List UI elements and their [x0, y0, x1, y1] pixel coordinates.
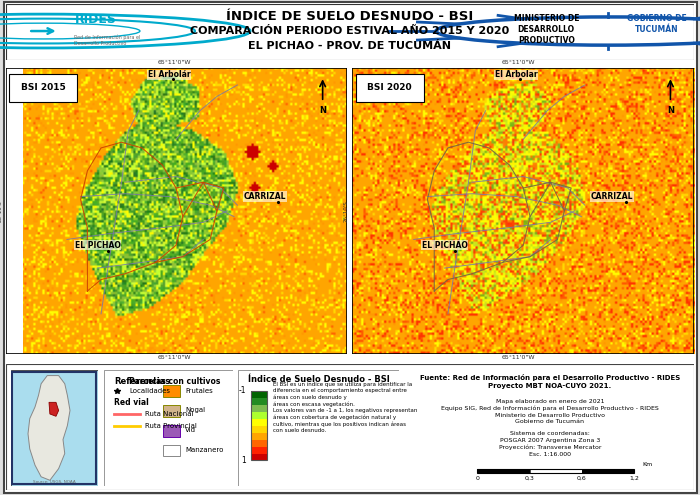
Text: 26°10'S: 26°10'S: [344, 200, 349, 222]
Text: Ruta Nacional: Ruta Nacional: [145, 411, 193, 417]
Bar: [251, 397, 267, 405]
Bar: [163, 425, 180, 437]
Text: ÍNDICE DE SUELO DESNUDO - BSI: ÍNDICE DE SUELO DESNUDO - BSI: [226, 10, 474, 23]
Text: Sistema de coordenadas:
POSGAR 2007 Argentina Zona 3
Proyección: Transverse Merc: Sistema de coordenadas: POSGAR 2007 Arge…: [498, 432, 601, 457]
Bar: [251, 419, 267, 426]
Bar: [477, 469, 529, 473]
Bar: [163, 405, 180, 417]
Text: 65°11'0"W: 65°11'0"W: [158, 355, 191, 360]
Text: 0,3: 0,3: [524, 476, 535, 481]
Text: El Arbolar: El Arbolar: [495, 70, 538, 80]
Bar: [582, 469, 634, 473]
Text: El Arbolár: El Arbolár: [148, 70, 190, 80]
Text: Ruta Provincial: Ruta Provincial: [145, 423, 197, 429]
Text: EL PICHAO - PROV. DE TUCUMÁN: EL PICHAO - PROV. DE TUCUMÁN: [248, 41, 452, 50]
Polygon shape: [28, 376, 70, 480]
Text: Red de Información para el
Desarrollo Productivo: Red de Información para el Desarrollo Pr…: [74, 35, 141, 47]
Text: 1,2: 1,2: [629, 476, 639, 481]
Text: Referencias: Referencias: [114, 377, 170, 386]
Text: CARRIZAL: CARRIZAL: [591, 192, 634, 201]
Text: 65°11'0"W: 65°11'0"W: [158, 60, 191, 65]
Text: 0: 0: [475, 476, 480, 481]
Text: -1: -1: [239, 386, 246, 395]
Text: Mapa elaborado en enero de 2021
Equipo SIG, Red de Información para el Desarroll: Mapa elaborado en enero de 2021 Equipo S…: [441, 399, 659, 424]
Text: N: N: [319, 106, 326, 115]
Bar: [251, 405, 267, 412]
Bar: [251, 426, 267, 433]
Bar: [251, 391, 267, 460]
Text: 26°10'S: 26°10'S: [0, 200, 2, 222]
Bar: [356, 74, 424, 102]
Text: BSI 2020: BSI 2020: [368, 83, 412, 93]
Text: 0,6: 0,6: [577, 476, 587, 481]
Bar: [251, 440, 267, 446]
Text: Red vial: Red vial: [114, 398, 148, 407]
Text: BSI 2015: BSI 2015: [21, 83, 66, 93]
Text: Km: Km: [643, 462, 653, 467]
Bar: [251, 453, 267, 460]
Bar: [251, 412, 267, 419]
Text: El BSI es un índice que se utiliza para identificar la
diferencia en el comporta: El BSI es un índice que se utiliza para …: [274, 381, 418, 433]
Text: EL PICHAO: EL PICHAO: [421, 241, 468, 249]
Text: Fuente: Red de Información para el Desarrollo Productivo - RIDES
Proyecto MBT NO: Fuente: Red de Información para el Desar…: [420, 374, 680, 389]
Text: 1: 1: [241, 456, 246, 465]
Bar: [6, 68, 22, 354]
Bar: [251, 391, 267, 397]
Text: Índice de Suelo Desnudo - BSI: Índice de Suelo Desnudo - BSI: [248, 375, 389, 384]
Text: Vid: Vid: [186, 427, 196, 433]
Text: Frutales: Frutales: [186, 388, 213, 394]
Bar: [251, 433, 267, 440]
Text: CARRIZAL: CARRIZAL: [244, 192, 286, 201]
Text: COMPARACIÓN PERIODO ESTIVAL AÑO 2015 Y 2020: COMPARACIÓN PERIODO ESTIVAL AÑO 2015 Y 2…: [190, 26, 510, 36]
Text: EL PICHAO: EL PICHAO: [75, 241, 120, 249]
Text: GOBIERNO DE
TUCUMÁN: GOBIERNO DE TUCUMÁN: [626, 14, 687, 34]
Text: RIDES: RIDES: [74, 13, 116, 26]
Text: 65°11'0"W: 65°11'0"W: [502, 355, 536, 360]
Text: MINISTERIO DE
DESARROLLO
PRODUCTIVO: MINISTERIO DE DESARROLLO PRODUCTIVO: [514, 14, 579, 45]
Text: N: N: [667, 106, 674, 115]
Text: Parcelas con cultivos: Parcelas con cultivos: [129, 377, 220, 386]
Bar: [163, 445, 180, 456]
Text: Manzanero: Manzanero: [186, 447, 223, 453]
Text: Nogal: Nogal: [186, 407, 205, 413]
Bar: [477, 469, 634, 473]
Text: 65°11'0"W: 65°11'0"W: [502, 60, 536, 65]
Polygon shape: [49, 402, 59, 416]
Text: Source: USGS, NOAA: Source: USGS, NOAA: [33, 480, 76, 484]
Bar: [251, 446, 267, 453]
Bar: [163, 386, 180, 397]
Bar: [529, 469, 582, 473]
Text: Localidades: Localidades: [130, 388, 171, 394]
Bar: [9, 74, 77, 102]
